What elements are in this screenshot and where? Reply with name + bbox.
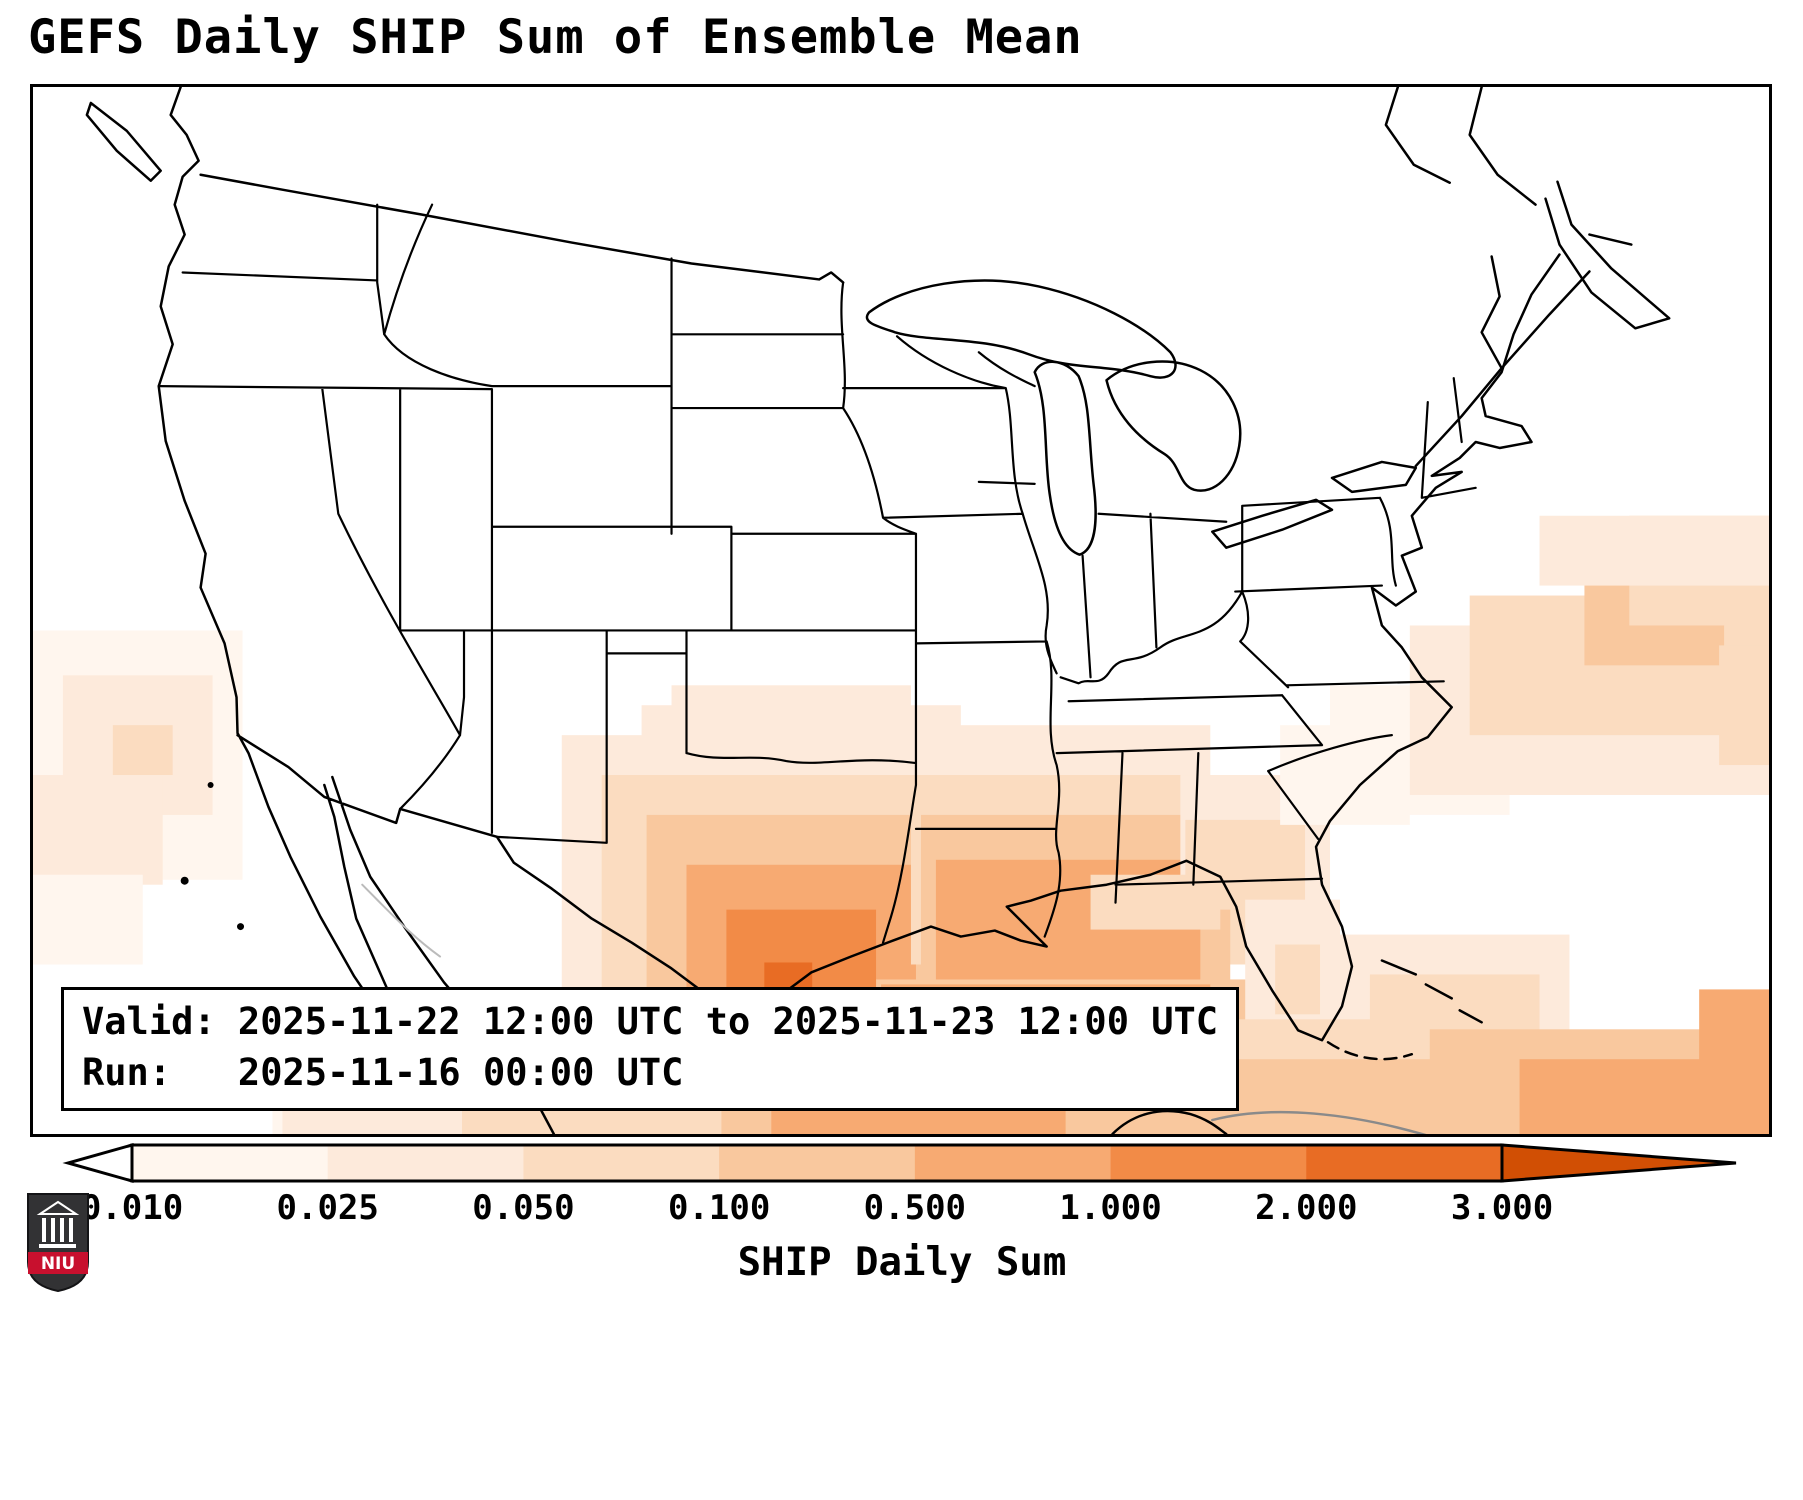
cuba-coast-path: [1211, 1110, 1427, 1134]
logo-text: NIU: [41, 1254, 75, 1274]
heat-cell: [33, 775, 163, 885]
colorbar-segment: [1306, 1145, 1503, 1181]
weather-map: Valid: 2025-11-22 12:00 UTC to 2025-11-2…: [30, 84, 1772, 1137]
florida-keys-path: [1326, 1041, 1414, 1061]
heat-cell: [112, 725, 173, 776]
island-dot: [180, 876, 189, 885]
validity-info-box: Valid: 2025-11-22 12:00 UTC to 2025-11-2…: [61, 987, 1240, 1112]
colorbar-segment: [327, 1145, 525, 1181]
colorbar-tick-label: 2.000: [1255, 1188, 1358, 1228]
great-lakes-path: [865, 279, 1418, 556]
colorbar-segment: [719, 1145, 916, 1181]
shield-shape: [27, 1193, 89, 1293]
heat-cell: [1699, 989, 1769, 1134]
canada-border-path: [199, 173, 1591, 468]
colorbar-outline: [130, 1143, 1504, 1183]
pediment-shape: [36, 1200, 80, 1215]
colorbar-tick-label: 0.050: [472, 1188, 575, 1228]
heat-cell: [33, 874, 143, 965]
state-borders-path: [157, 203, 1477, 944]
heat-cell: [1539, 515, 1769, 586]
colorbar-canvas: [62, 1143, 1737, 1183]
niu-shield-icon: NIU: [27, 1193, 89, 1293]
colorbar-segment: [914, 1145, 1112, 1181]
heat-cell: [1719, 645, 1769, 766]
coastline-path: [85, 87, 1671, 1134]
colorbar-tick-label: 1.000: [1059, 1188, 1162, 1228]
map-outline-layer: [85, 87, 1671, 1134]
colorbar-tick-label: 0.025: [276, 1188, 379, 1228]
colorbar-tick-label: 0.500: [863, 1188, 967, 1228]
heat-cell: [1280, 725, 1410, 825]
island-dot: [237, 923, 245, 931]
colorbar-tick-label: 0.010: [80, 1188, 184, 1228]
run-line: Run: 2025-11-16 00:00 UTC: [82, 1051, 684, 1095]
colorbar-segment: [132, 1145, 329, 1181]
columns-glyph: [39, 1218, 76, 1248]
colorbar: [62, 1143, 1742, 1183]
heat-cell: [671, 685, 911, 746]
colorbar-over-arrow: [1500, 1143, 1737, 1183]
niu-logo: NIU: [26, 1192, 90, 1293]
colorbar-segment: [523, 1145, 720, 1181]
colorbar-tick-row: 0.010 0.025 0.050 0.100 0.500 1.000 2.000 3.000: [62, 1188, 1742, 1234]
logo-band: [28, 1252, 88, 1274]
colorbar-under-arrow: [62, 1143, 134, 1183]
valid-line: Valid: 2025-11-22 12:00 UTC to 2025-11-2…: [82, 1000, 1219, 1043]
island-dot: [207, 782, 214, 788]
colorbar-axis-label: SHIP Daily Sum: [737, 1240, 1067, 1285]
map-canvas: [33, 87, 1769, 1134]
colorbar-tick-label: 3.000: [1450, 1188, 1554, 1228]
colorbar-tick-label: 0.100: [667, 1188, 771, 1228]
colorbar-segment: [1110, 1145, 1307, 1181]
page-title: GEFS Daily SHIP Sum of Ensemble Mean: [28, 10, 1083, 65]
bahamas-path: [1380, 959, 1483, 1024]
